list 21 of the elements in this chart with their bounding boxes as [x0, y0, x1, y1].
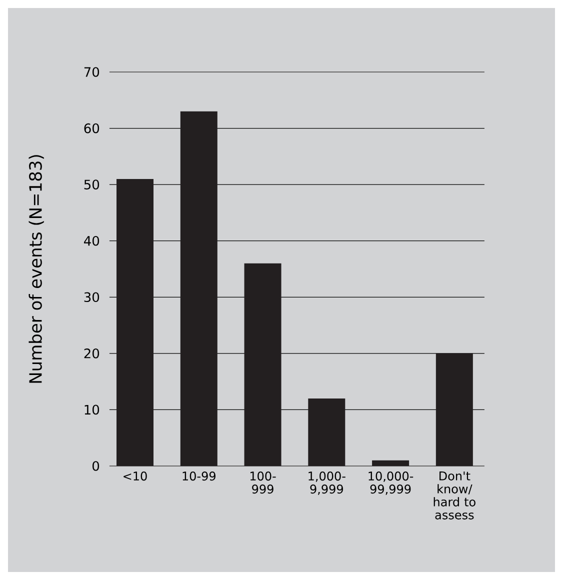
x-tick-label: Don't know/ hard to assess	[434, 472, 476, 520]
y-tick-label: 30	[84, 292, 100, 302]
y-tick-label: 20	[84, 348, 100, 358]
x-tick-label: <10	[124, 472, 147, 481]
y-tick-label: 70	[84, 67, 100, 77]
x-tick-label: 10-99	[182, 472, 216, 481]
y-tick-label: 10	[84, 404, 100, 415]
bar	[436, 353, 473, 466]
x-tick-label: 100-999	[250, 472, 276, 494]
y-tick-label: 40	[84, 236, 100, 246]
bar	[372, 460, 410, 466]
y-axis-title: Number of events (N=183)	[28, 155, 44, 383]
bar	[180, 111, 218, 466]
x-tick-label: 10,000-99,999	[368, 472, 414, 495]
bar	[116, 178, 154, 466]
bar	[308, 398, 346, 466]
bar	[244, 263, 282, 466]
y-tick-label: 60	[84, 123, 100, 134]
x-tick-label: 1,000-9,999	[308, 472, 346, 495]
y-tick-label: 50	[84, 180, 100, 190]
y-tick-label: 0	[92, 461, 100, 471]
